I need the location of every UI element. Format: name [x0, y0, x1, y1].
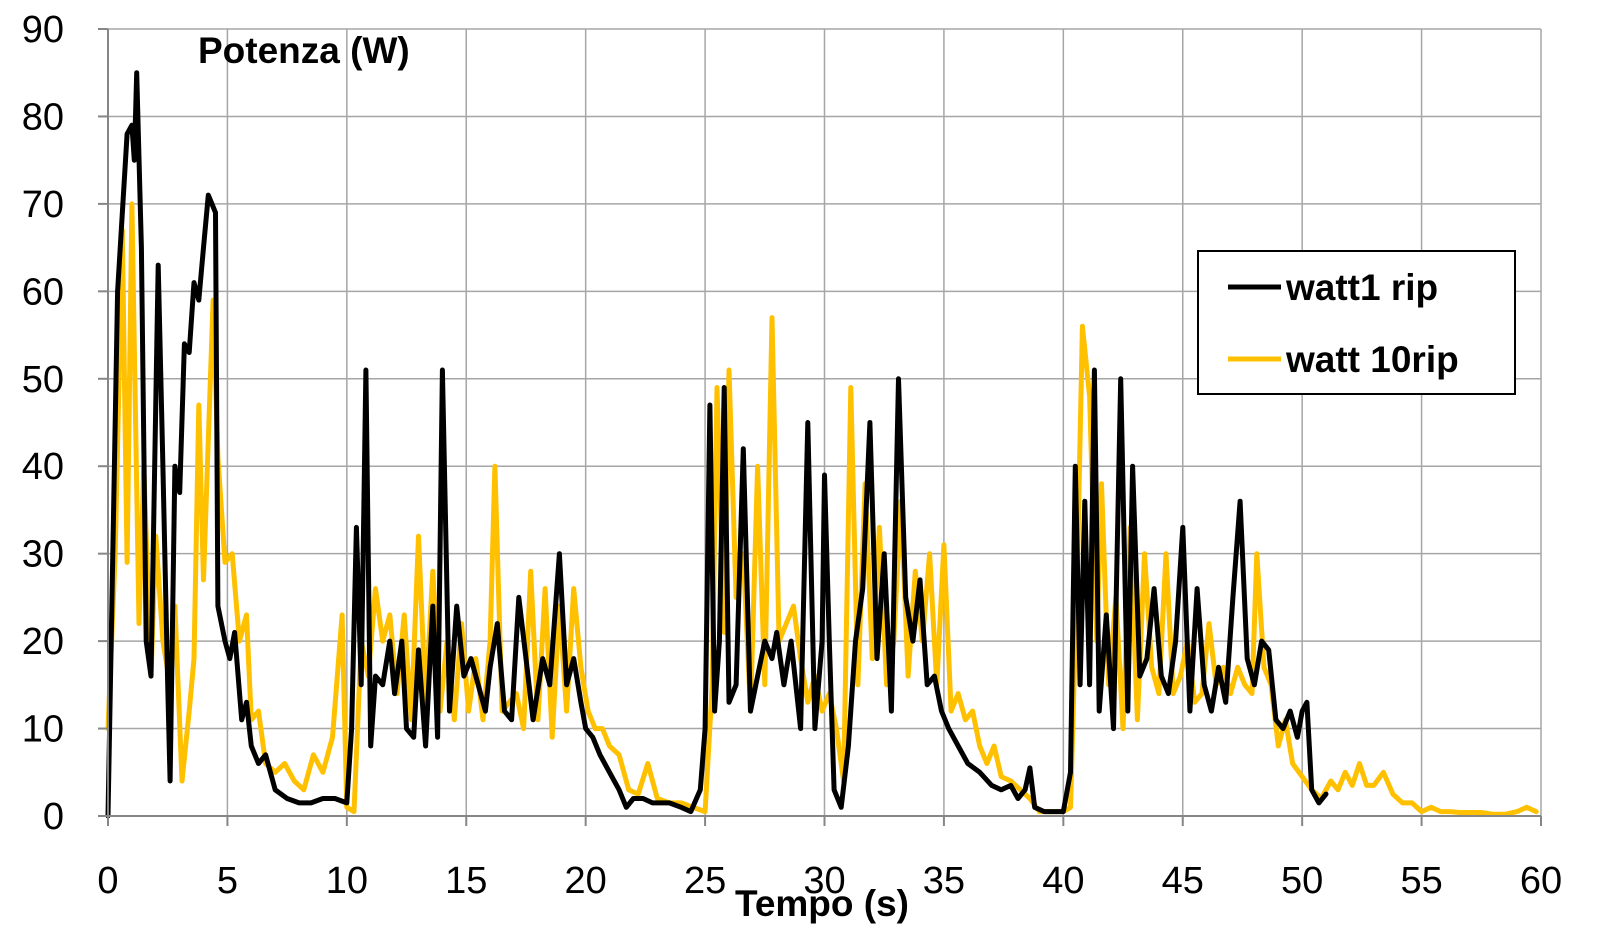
legend-label-1: watt 10rip — [1285, 339, 1459, 380]
x-tick-label-40: 40 — [1042, 860, 1084, 902]
x-tick-label-45: 45 — [1162, 860, 1204, 902]
x-tick-label-35: 35 — [923, 860, 965, 902]
y-tick-label-30: 30 — [22, 534, 64, 576]
x-tick-label-30: 30 — [803, 860, 845, 902]
x-tick-label-10: 10 — [326, 860, 368, 902]
gridlines — [107, 28, 1542, 817]
x-tick-label-5: 5 — [217, 860, 238, 902]
series-line-0 — [105, 70, 1329, 819]
x-tick-label-15: 15 — [445, 860, 487, 902]
chart-title: Potenza (W) — [198, 30, 410, 71]
y-tick-label-40: 40 — [22, 446, 64, 488]
legend: watt1 rip watt 10rip — [1197, 250, 1516, 395]
y-tick-label-20: 20 — [22, 621, 64, 663]
x-tick-labels: 0 5 10 15 20 25 30 35 40 45 50 55 60 — [97, 860, 1562, 902]
y-tick-label-50: 50 — [22, 359, 64, 401]
legend-box — [1197, 250, 1516, 395]
y-tick-labels: 0 10 20 30 40 50 60 70 80 90 — [22, 9, 64, 838]
x-tick-label-50: 50 — [1281, 860, 1323, 902]
y-tick-label-80: 80 — [22, 96, 64, 138]
y-tick-label-60: 60 — [22, 271, 64, 313]
x-tick-label-25: 25 — [684, 860, 726, 902]
series-lines — [105, 70, 1539, 819]
x-tick-label-55: 55 — [1400, 860, 1442, 902]
x-tick-label-0: 0 — [97, 860, 118, 902]
y-tick-label-0: 0 — [43, 796, 64, 838]
axes — [98, 28, 1542, 826]
legend-label-0: watt1 rip — [1285, 267, 1438, 308]
x-axis-label: Tempo (s) — [735, 883, 909, 924]
y-tick-label-70: 70 — [22, 184, 64, 226]
series-line-1 — [105, 201, 1539, 817]
x-tick-label-60: 60 — [1520, 860, 1562, 902]
x-tick-label-20: 20 — [565, 860, 607, 902]
y-tick-label-90: 90 — [22, 9, 64, 51]
y-tick-label-10: 10 — [22, 709, 64, 751]
